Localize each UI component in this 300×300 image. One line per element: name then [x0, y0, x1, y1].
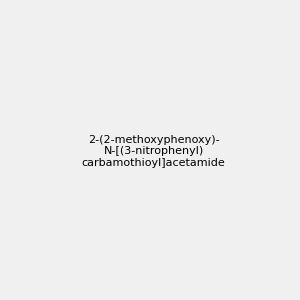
Text: 2-(2-methoxyphenoxy)-
N-[(3-nitrophenyl)
carbamothioyl]acetamide: 2-(2-methoxyphenoxy)- N-[(3-nitrophenyl)…	[82, 135, 226, 168]
